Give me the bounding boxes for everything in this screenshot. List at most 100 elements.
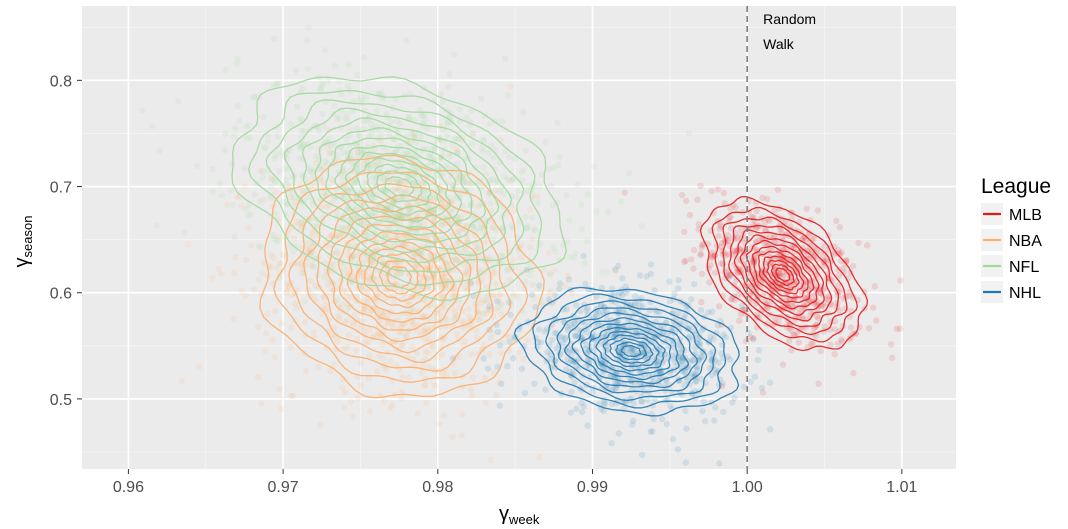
data-point bbox=[181, 229, 188, 236]
data-point bbox=[565, 276, 573, 283]
data-point bbox=[488, 456, 495, 464]
data-point bbox=[469, 391, 476, 399]
data-point bbox=[522, 214, 529, 221]
data-point bbox=[697, 252, 704, 259]
data-point bbox=[738, 267, 745, 275]
data-point bbox=[364, 159, 371, 166]
data-point bbox=[398, 329, 405, 336]
data-point bbox=[552, 291, 559, 298]
data-point bbox=[584, 422, 591, 429]
data-point bbox=[424, 325, 431, 333]
data-point bbox=[317, 174, 325, 182]
data-point bbox=[835, 272, 843, 279]
data-point bbox=[304, 243, 312, 251]
data-point bbox=[405, 374, 413, 381]
data-point bbox=[753, 207, 760, 215]
data-point bbox=[888, 354, 896, 361]
data-point bbox=[282, 252, 290, 260]
data-point bbox=[617, 198, 625, 205]
data-point bbox=[298, 219, 305, 227]
data-point bbox=[578, 408, 586, 416]
data-point bbox=[312, 152, 320, 160]
data-point bbox=[216, 180, 223, 187]
data-point bbox=[365, 295, 372, 302]
data-point bbox=[775, 319, 782, 326]
data-point bbox=[556, 154, 563, 161]
data-point bbox=[821, 323, 828, 330]
data-point bbox=[209, 274, 216, 281]
data-point bbox=[440, 412, 447, 419]
data-point bbox=[375, 291, 382, 298]
data-point bbox=[271, 177, 278, 184]
data-point bbox=[269, 336, 276, 343]
data-point bbox=[534, 199, 541, 207]
data-point bbox=[374, 293, 381, 300]
data-point bbox=[178, 377, 185, 385]
x-tick-label: 0.96 bbox=[113, 479, 144, 496]
data-point bbox=[556, 280, 564, 287]
data-point bbox=[406, 207, 413, 214]
data-point bbox=[547, 271, 554, 278]
data-point bbox=[316, 127, 323, 135]
data-point bbox=[290, 235, 297, 242]
data-point bbox=[230, 132, 237, 140]
data-point bbox=[149, 122, 156, 130]
data-point bbox=[474, 316, 481, 323]
data-point bbox=[625, 170, 632, 177]
data-point bbox=[260, 144, 268, 151]
data-point bbox=[417, 248, 425, 255]
data-point bbox=[365, 374, 373, 382]
data-point bbox=[358, 284, 366, 292]
data-point bbox=[736, 317, 743, 324]
data-point bbox=[709, 249, 716, 256]
data-point bbox=[260, 196, 268, 203]
data-point bbox=[396, 162, 403, 169]
data-point bbox=[361, 339, 369, 346]
data-point bbox=[424, 349, 431, 356]
data-point bbox=[255, 276, 262, 284]
data-point bbox=[368, 174, 376, 181]
data-point bbox=[230, 315, 237, 323]
data-point bbox=[542, 386, 549, 393]
data-point bbox=[364, 287, 371, 295]
data-point bbox=[377, 90, 385, 97]
data-point bbox=[227, 187, 234, 194]
data-point bbox=[498, 301, 505, 308]
data-point bbox=[305, 24, 312, 31]
data-point bbox=[375, 160, 382, 167]
data-point bbox=[344, 251, 351, 258]
data-point bbox=[608, 440, 615, 447]
data-point bbox=[398, 323, 405, 330]
data-point bbox=[409, 321, 416, 329]
data-point bbox=[306, 248, 313, 255]
data-point bbox=[330, 361, 337, 368]
data-point bbox=[402, 187, 409, 194]
data-point bbox=[387, 358, 394, 365]
data-point bbox=[279, 251, 286, 258]
data-point bbox=[271, 155, 278, 162]
data-point bbox=[245, 122, 252, 129]
data-point bbox=[776, 269, 783, 276]
data-point bbox=[603, 268, 611, 275]
data-point bbox=[277, 260, 284, 267]
data-point bbox=[778, 229, 786, 236]
data-point bbox=[647, 261, 655, 268]
data-point bbox=[389, 320, 396, 327]
x-tick-label: 0.98 bbox=[422, 479, 453, 496]
data-point bbox=[831, 350, 838, 358]
data-point bbox=[372, 161, 379, 168]
data-point bbox=[755, 314, 763, 321]
data-point bbox=[864, 242, 871, 249]
data-point bbox=[682, 407, 689, 415]
data-point bbox=[853, 330, 860, 337]
data-point bbox=[695, 221, 703, 228]
data-point bbox=[779, 273, 786, 280]
data-point bbox=[810, 235, 818, 243]
data-point bbox=[464, 179, 472, 186]
data-point bbox=[490, 293, 497, 300]
data-point bbox=[377, 308, 384, 316]
data-point bbox=[390, 200, 397, 207]
data-point bbox=[483, 298, 491, 305]
data-point bbox=[808, 265, 816, 272]
data-point bbox=[449, 253, 457, 260]
